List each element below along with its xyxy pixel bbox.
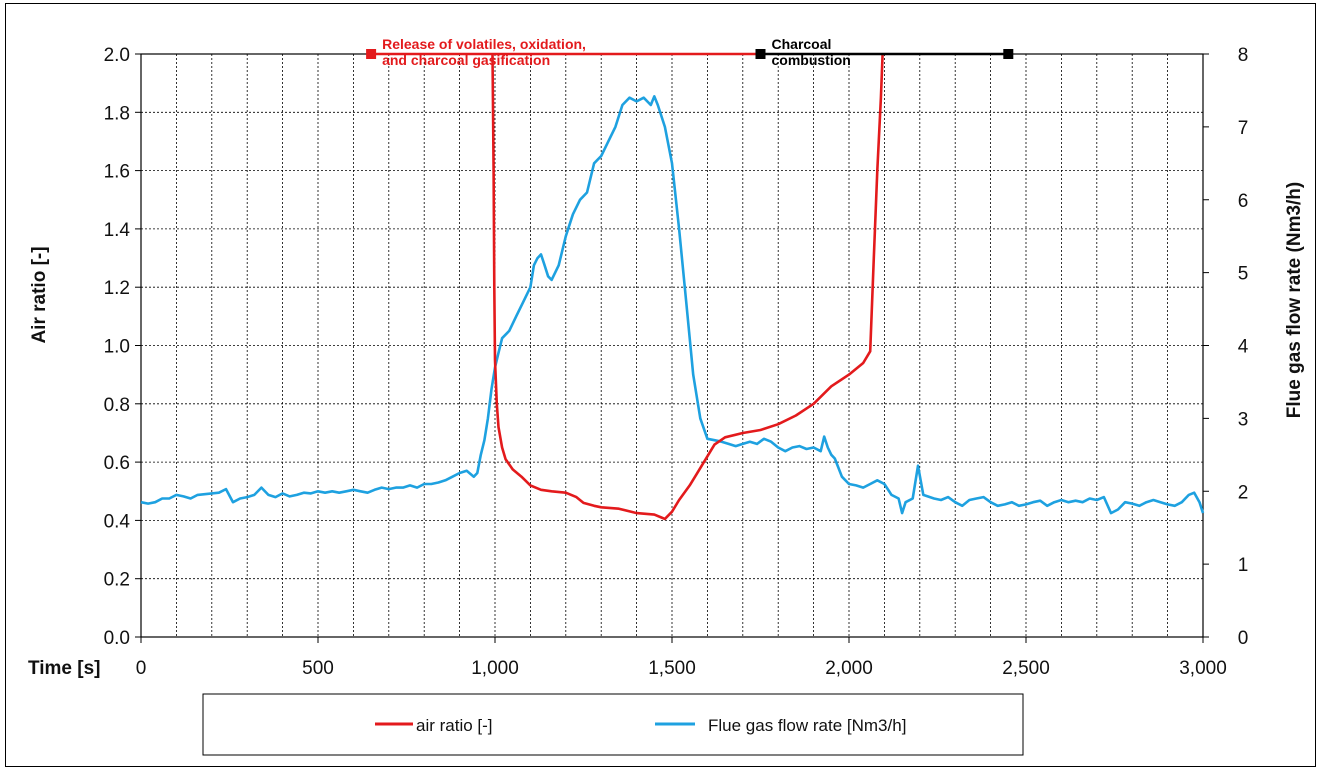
left-tick-label: 0.4	[104, 511, 131, 532]
series-flue-gas-line	[140, 95, 1205, 515]
x-tick-label: 0	[136, 658, 147, 679]
phase-label-line2: combustion	[772, 52, 851, 68]
phase-label-line1: Charcoal	[772, 36, 832, 52]
chart-frame	[5, 3, 1316, 767]
right-tick-label: 0	[1238, 628, 1249, 649]
x-axis-ticks: 0 500 1,000 1,500 2,000 2,500 3,000	[136, 637, 1227, 679]
plot-area-border	[140, 53, 1204, 638]
x-tick-label: 2,500	[1002, 658, 1050, 679]
series-layer	[140, 53, 1205, 521]
x-tick-label: 2,000	[825, 658, 873, 679]
right-tick-label: 8	[1238, 45, 1249, 66]
left-tick-label: 0.8	[104, 395, 130, 416]
right-tick-label: 1	[1238, 555, 1249, 576]
left-axis-ticks: 0.0 0.2 0.4 0.6 0.8 1.0 1.2 1.4 1.6 1.8 2.0	[104, 45, 141, 649]
phase-start-marker	[366, 49, 377, 59]
right-tick-label: 7	[1238, 118, 1249, 139]
left-tick-label: 1.0	[104, 337, 130, 358]
phase-start-marker	[755, 49, 766, 59]
x-tick-label: 500	[302, 658, 334, 679]
phase-annotations: Release of volatiles, oxidation,and char…	[366, 36, 1014, 68]
left-tick-label: 1.2	[104, 278, 130, 299]
legend-label-flue-gas: Flue gas flow rate [Nm3/h]	[708, 716, 906, 735]
legend-label-air-ratio: air ratio [-]	[416, 716, 493, 735]
grid-lines	[141, 54, 1203, 637]
right-axis-ticks: 0 1 2 3 4 5 6 7 8	[1203, 45, 1249, 649]
series-air-ratio-line	[491, 53, 884, 521]
phase-end-marker	[1003, 49, 1014, 59]
left-tick-label: 0.6	[104, 453, 130, 474]
left-tick-label: 1.4	[104, 220, 131, 241]
x-axis-title: Time [s]	[28, 658, 101, 679]
right-tick-label: 2	[1238, 482, 1249, 503]
right-tick-label: 3	[1238, 409, 1249, 430]
x-tick-label: 3,000	[1179, 658, 1227, 679]
y-axis-left-title: Air ratio [-]	[29, 246, 50, 343]
left-tick-label: 2.0	[104, 45, 130, 66]
phase-label-line2: and charcoal gasification	[382, 52, 550, 68]
right-tick-label: 6	[1238, 191, 1249, 212]
right-tick-label: 5	[1238, 264, 1249, 285]
phase-label-line1: Release of volatiles, oxidation,	[382, 36, 586, 52]
left-tick-label: 0.0	[104, 628, 130, 649]
left-tick-label: 0.2	[104, 570, 130, 591]
left-tick-label: 1.8	[104, 103, 130, 124]
left-tick-label: 1.6	[104, 162, 130, 183]
legend-box	[202, 693, 1024, 756]
right-tick-label: 4	[1238, 337, 1249, 358]
x-tick-label: 1,000	[471, 658, 519, 679]
x-tick-label: 1,500	[648, 658, 696, 679]
y-axis-right-title: Flue gas flow rate (Nm3/h)	[1284, 182, 1305, 418]
